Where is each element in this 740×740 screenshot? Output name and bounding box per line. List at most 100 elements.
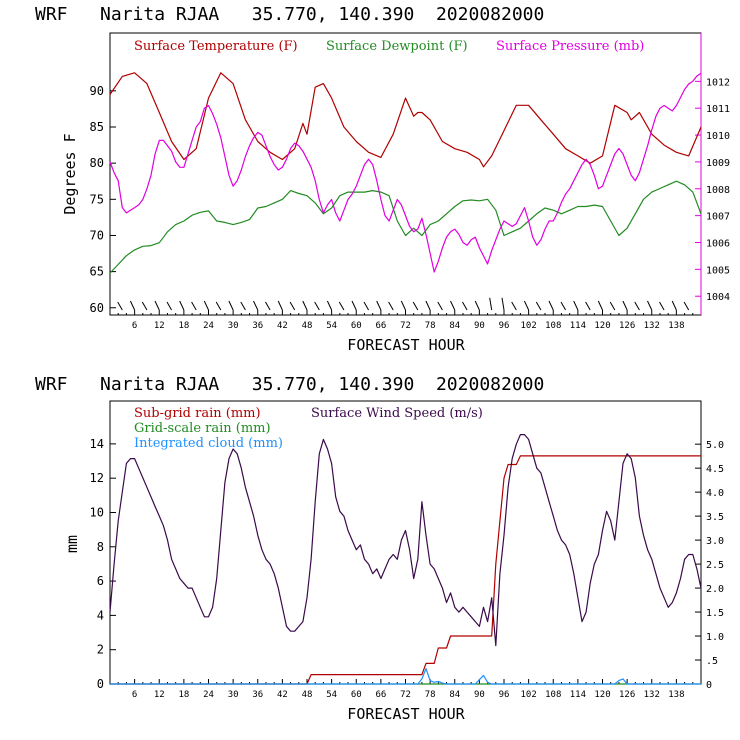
legend-integrated-cloud: Integrated cloud (mm)	[134, 436, 283, 451]
legend-surface-temperature: Surface Temperature (F)	[134, 39, 298, 54]
top-y2-tick-label: 1006	[706, 238, 730, 249]
bottom-x-tick-label: 36	[252, 690, 263, 700]
bottom-series-surface-wind-speed	[109, 434, 702, 647]
top-panel-title: WRF Narita RJAA 35.770, 140.390 20200820…	[35, 4, 544, 25]
bottom-y2-tick-label: 1.0	[706, 632, 724, 643]
top-y2-tick-label: 1010	[706, 131, 730, 142]
bottom-x-tick-label: 42	[277, 690, 288, 700]
wind-barb	[548, 300, 554, 311]
wind-barb	[560, 301, 566, 311]
bottom-x-tick-label: 78	[425, 690, 436, 700]
wind-barb	[129, 300, 136, 311]
wind-barb	[179, 300, 185, 311]
bottom-x-tick-label: 60	[351, 690, 362, 700]
bottom-series-lines	[109, 434, 702, 685]
wind-barb	[191, 301, 197, 311]
top-y2-tick-label: 1009	[706, 158, 730, 169]
wind-barb	[351, 300, 357, 311]
wind-barb	[425, 300, 431, 311]
bottom-panel-title: WRF Narita RJAA 35.770, 140.390 20200820…	[35, 374, 544, 395]
bottom-x-tick-label: 72	[400, 690, 411, 700]
top-x-tick-label: 60	[351, 321, 362, 331]
top-series-surface-pressure	[109, 72, 702, 273]
wind-barb	[253, 300, 259, 311]
bottom-y2-tick-label: 2.5	[706, 560, 724, 571]
top-x-tick-label: 84	[449, 321, 460, 331]
top-x-tick-label: 78	[425, 321, 436, 331]
bottom-y-tick-label: 2	[97, 643, 104, 657]
top-x-tick-label: 102	[520, 321, 536, 331]
bottom-y2-tick-label: 3.5	[706, 512, 724, 523]
bottom-y-tick-label: 14	[90, 437, 104, 451]
top-y-tick-label: 60	[90, 301, 104, 315]
wind-barb	[671, 300, 677, 311]
wind-barb	[338, 301, 345, 311]
bottom-y-tick-label: 12	[90, 471, 104, 485]
bottom-x-tick-label: 138	[668, 690, 684, 700]
wind-barb	[154, 300, 160, 311]
bottom-y-axis-label: mm	[63, 535, 81, 553]
top-y2-tick-label: 1005	[706, 265, 730, 276]
wind-barb	[585, 301, 591, 311]
top-plot-frame	[109, 32, 702, 316]
top-series-surface-temperature	[109, 72, 702, 168]
top-y2-tick-label: 1004	[706, 292, 730, 303]
top-x-tick-label: 18	[178, 321, 189, 331]
bottom-x-tick-label: 54	[326, 690, 337, 700]
top-x-tick-label: 138	[668, 321, 684, 331]
bottom-x-tick-label: 84	[449, 690, 460, 700]
top-series-surface-dewpoint	[109, 180, 702, 274]
bottom-y-tick-label: 6	[97, 574, 104, 588]
top-axis-ticks: 6 12 18 24 30 36 42 48 54 60 66 72 78 84 90 96 102 108 114…	[90, 77, 731, 331]
top-x-tick-label: 36	[252, 321, 263, 331]
wind-barb	[474, 300, 480, 311]
wind-barb	[634, 301, 640, 311]
top-x-tick-label: 114	[570, 321, 586, 331]
top-y-tick-label: 75	[90, 192, 104, 206]
bottom-x-tick-label: 6	[132, 690, 137, 700]
bottom-y2-tick-label: 1.5	[706, 608, 724, 619]
bottom-y-tick-label: 8	[97, 540, 104, 554]
wind-barb	[450, 300, 456, 311]
bottom-x-tick-label: 48	[302, 690, 313, 700]
wind-barb	[363, 301, 369, 311]
top-x-tick-label: 90	[474, 321, 485, 331]
bottom-y2-tick-label: 5.0	[706, 440, 724, 451]
top-x-tick-label: 12	[154, 321, 165, 331]
bottom-x-tick-label: 24	[203, 690, 214, 700]
top-x-tick-label: 108	[545, 321, 561, 331]
bottom-x-tick-label: 108	[545, 690, 561, 700]
wind-barb	[511, 301, 517, 311]
bottom-x-tick-label: 66	[375, 690, 386, 700]
wind-barb	[277, 300, 283, 311]
legend-surface-wind-speed: Surface Wind Speed (m/s)	[311, 406, 483, 421]
wind-barb	[215, 301, 222, 311]
wind-barb	[203, 300, 209, 311]
top-y-axis-label: Degrees F	[61, 133, 79, 214]
top-x-tick-label: 120	[594, 321, 610, 331]
bottom-x-tick-label: 30	[228, 690, 239, 700]
wind-barb	[535, 301, 542, 311]
top-x-tick-label: 66	[375, 321, 386, 331]
top-y-tick-label: 80	[90, 156, 104, 170]
wind-barb	[289, 301, 296, 311]
top-y2-tick-label: 1012	[706, 77, 730, 88]
top-x-tick-label: 96	[499, 321, 510, 331]
wind-barb	[240, 301, 246, 311]
top-y-tick-label: 85	[90, 120, 104, 134]
top-y2-tick-label: 1008	[706, 185, 730, 196]
bottom-x-tick-label: 96	[499, 690, 510, 700]
top-x-tick-label: 6	[132, 321, 137, 331]
bottom-y-tick-label: 10	[90, 505, 104, 519]
bottom-series-integrated-cloud	[110, 668, 701, 685]
bottom-y2-tick-label: .5	[706, 656, 718, 667]
wind-barb	[302, 300, 308, 311]
top-x-tick-label: 72	[400, 321, 411, 331]
bottom-y2-tick-label: 3.0	[706, 536, 724, 547]
legend-gridscale-rain: Grid-scale rain (mm)	[134, 421, 271, 436]
wind-barb	[489, 297, 493, 311]
wind-barb	[523, 300, 530, 311]
top-x-tick-label: 42	[277, 321, 288, 331]
wind-barb	[437, 301, 443, 311]
top-x-tick-label: 132	[644, 321, 660, 331]
